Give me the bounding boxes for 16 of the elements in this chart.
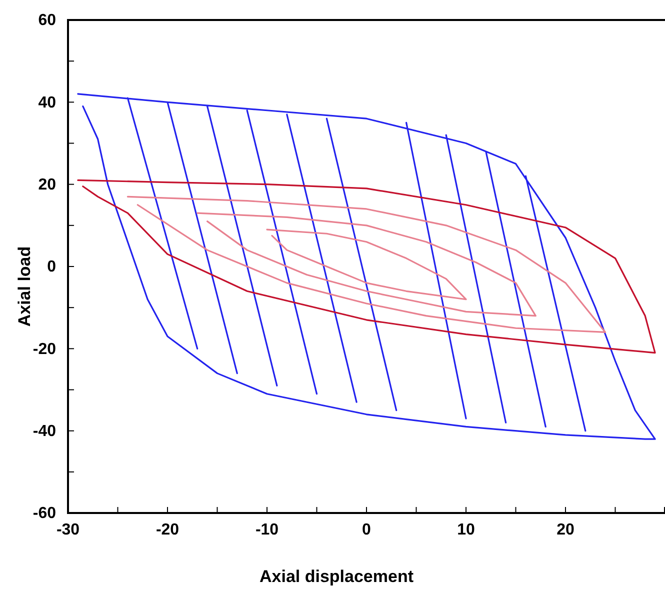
x-tick-label: 0 <box>362 521 372 538</box>
x-axis-title: Axial displacement <box>259 567 414 586</box>
y-tick-label: -20 <box>32 340 56 358</box>
x-tick-label: 10 <box>457 521 475 538</box>
x-tick-label: -10 <box>255 521 279 538</box>
line-series <box>77 179 656 354</box>
y-tick-label: 20 <box>38 176 56 194</box>
y-tick-label: 60 <box>38 12 56 30</box>
x-tick-label: -30 <box>56 521 80 538</box>
y-axis-title: Axial load <box>15 246 34 327</box>
y-tick-label: 40 <box>38 94 56 112</box>
x-tick-label: 20 <box>556 521 574 538</box>
y-tick-label: 0 <box>47 258 56 276</box>
y-tick-label: -60 <box>32 505 56 522</box>
x-tick-label: -20 <box>156 521 180 538</box>
y-tick-label: -40 <box>32 422 56 440</box>
